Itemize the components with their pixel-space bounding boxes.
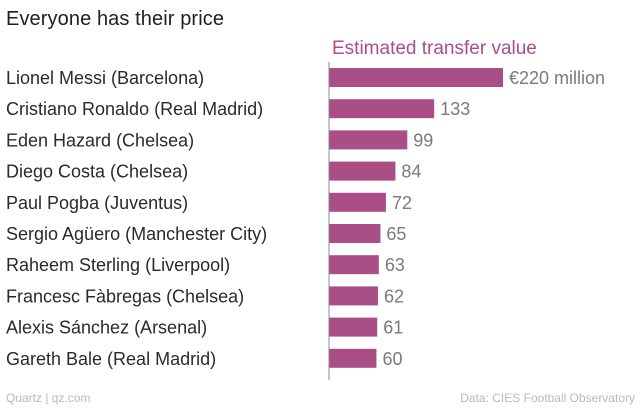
chart-title: Everyone has their price	[6, 8, 225, 30]
value-label: 62	[384, 286, 404, 306]
footer-credit: Quartz | qz.com	[6, 391, 91, 405]
bar	[329, 192, 386, 212]
value-label: €220 million	[509, 68, 605, 88]
chart-layer: Lionel Messi (Barcelona) €220 million Cris…	[6, 62, 605, 380]
bar	[329, 286, 379, 306]
category-label: Raheem Sterling (Liverpool)	[6, 255, 230, 275]
category-label: Eden Hazard (Chelsea)	[6, 130, 194, 150]
value-label: 133	[440, 99, 470, 119]
value-label: 60	[382, 349, 402, 369]
category-label: Alexis Sánchez (Arsenal)	[6, 318, 207, 338]
bar	[329, 317, 378, 337]
bar	[329, 161, 396, 181]
value-label: 72	[392, 193, 412, 213]
category-label: Sergio Agüero (Manchester City)	[6, 224, 267, 244]
category-label: Francesc Fàbregas (Chelsea)	[6, 286, 244, 306]
bar	[329, 99, 435, 119]
value-label: 99	[413, 130, 433, 150]
value-label: 84	[401, 162, 421, 182]
bar	[329, 68, 503, 87]
footer-source: Data: CIES Football Observatory	[460, 391, 635, 405]
category-label: Paul Pogba (Juventus)	[6, 193, 188, 213]
bar	[329, 224, 381, 243]
value-label: 65	[386, 224, 406, 244]
bar	[329, 348, 377, 368]
value-label: 63	[385, 255, 405, 275]
bar	[329, 130, 408, 150]
category-label: Cristiano Ronaldo (Real Madrid)	[6, 99, 263, 119]
category-label: Gareth Bale (Real Madrid)	[6, 349, 216, 369]
category-label: Lionel Messi (Barcelona)	[6, 68, 204, 88]
bar	[329, 255, 379, 275]
series-label: Estimated transfer value	[332, 38, 537, 59]
value-label: 61	[383, 318, 403, 338]
category-label: Diego Costa (Chelsea)	[6, 162, 188, 182]
